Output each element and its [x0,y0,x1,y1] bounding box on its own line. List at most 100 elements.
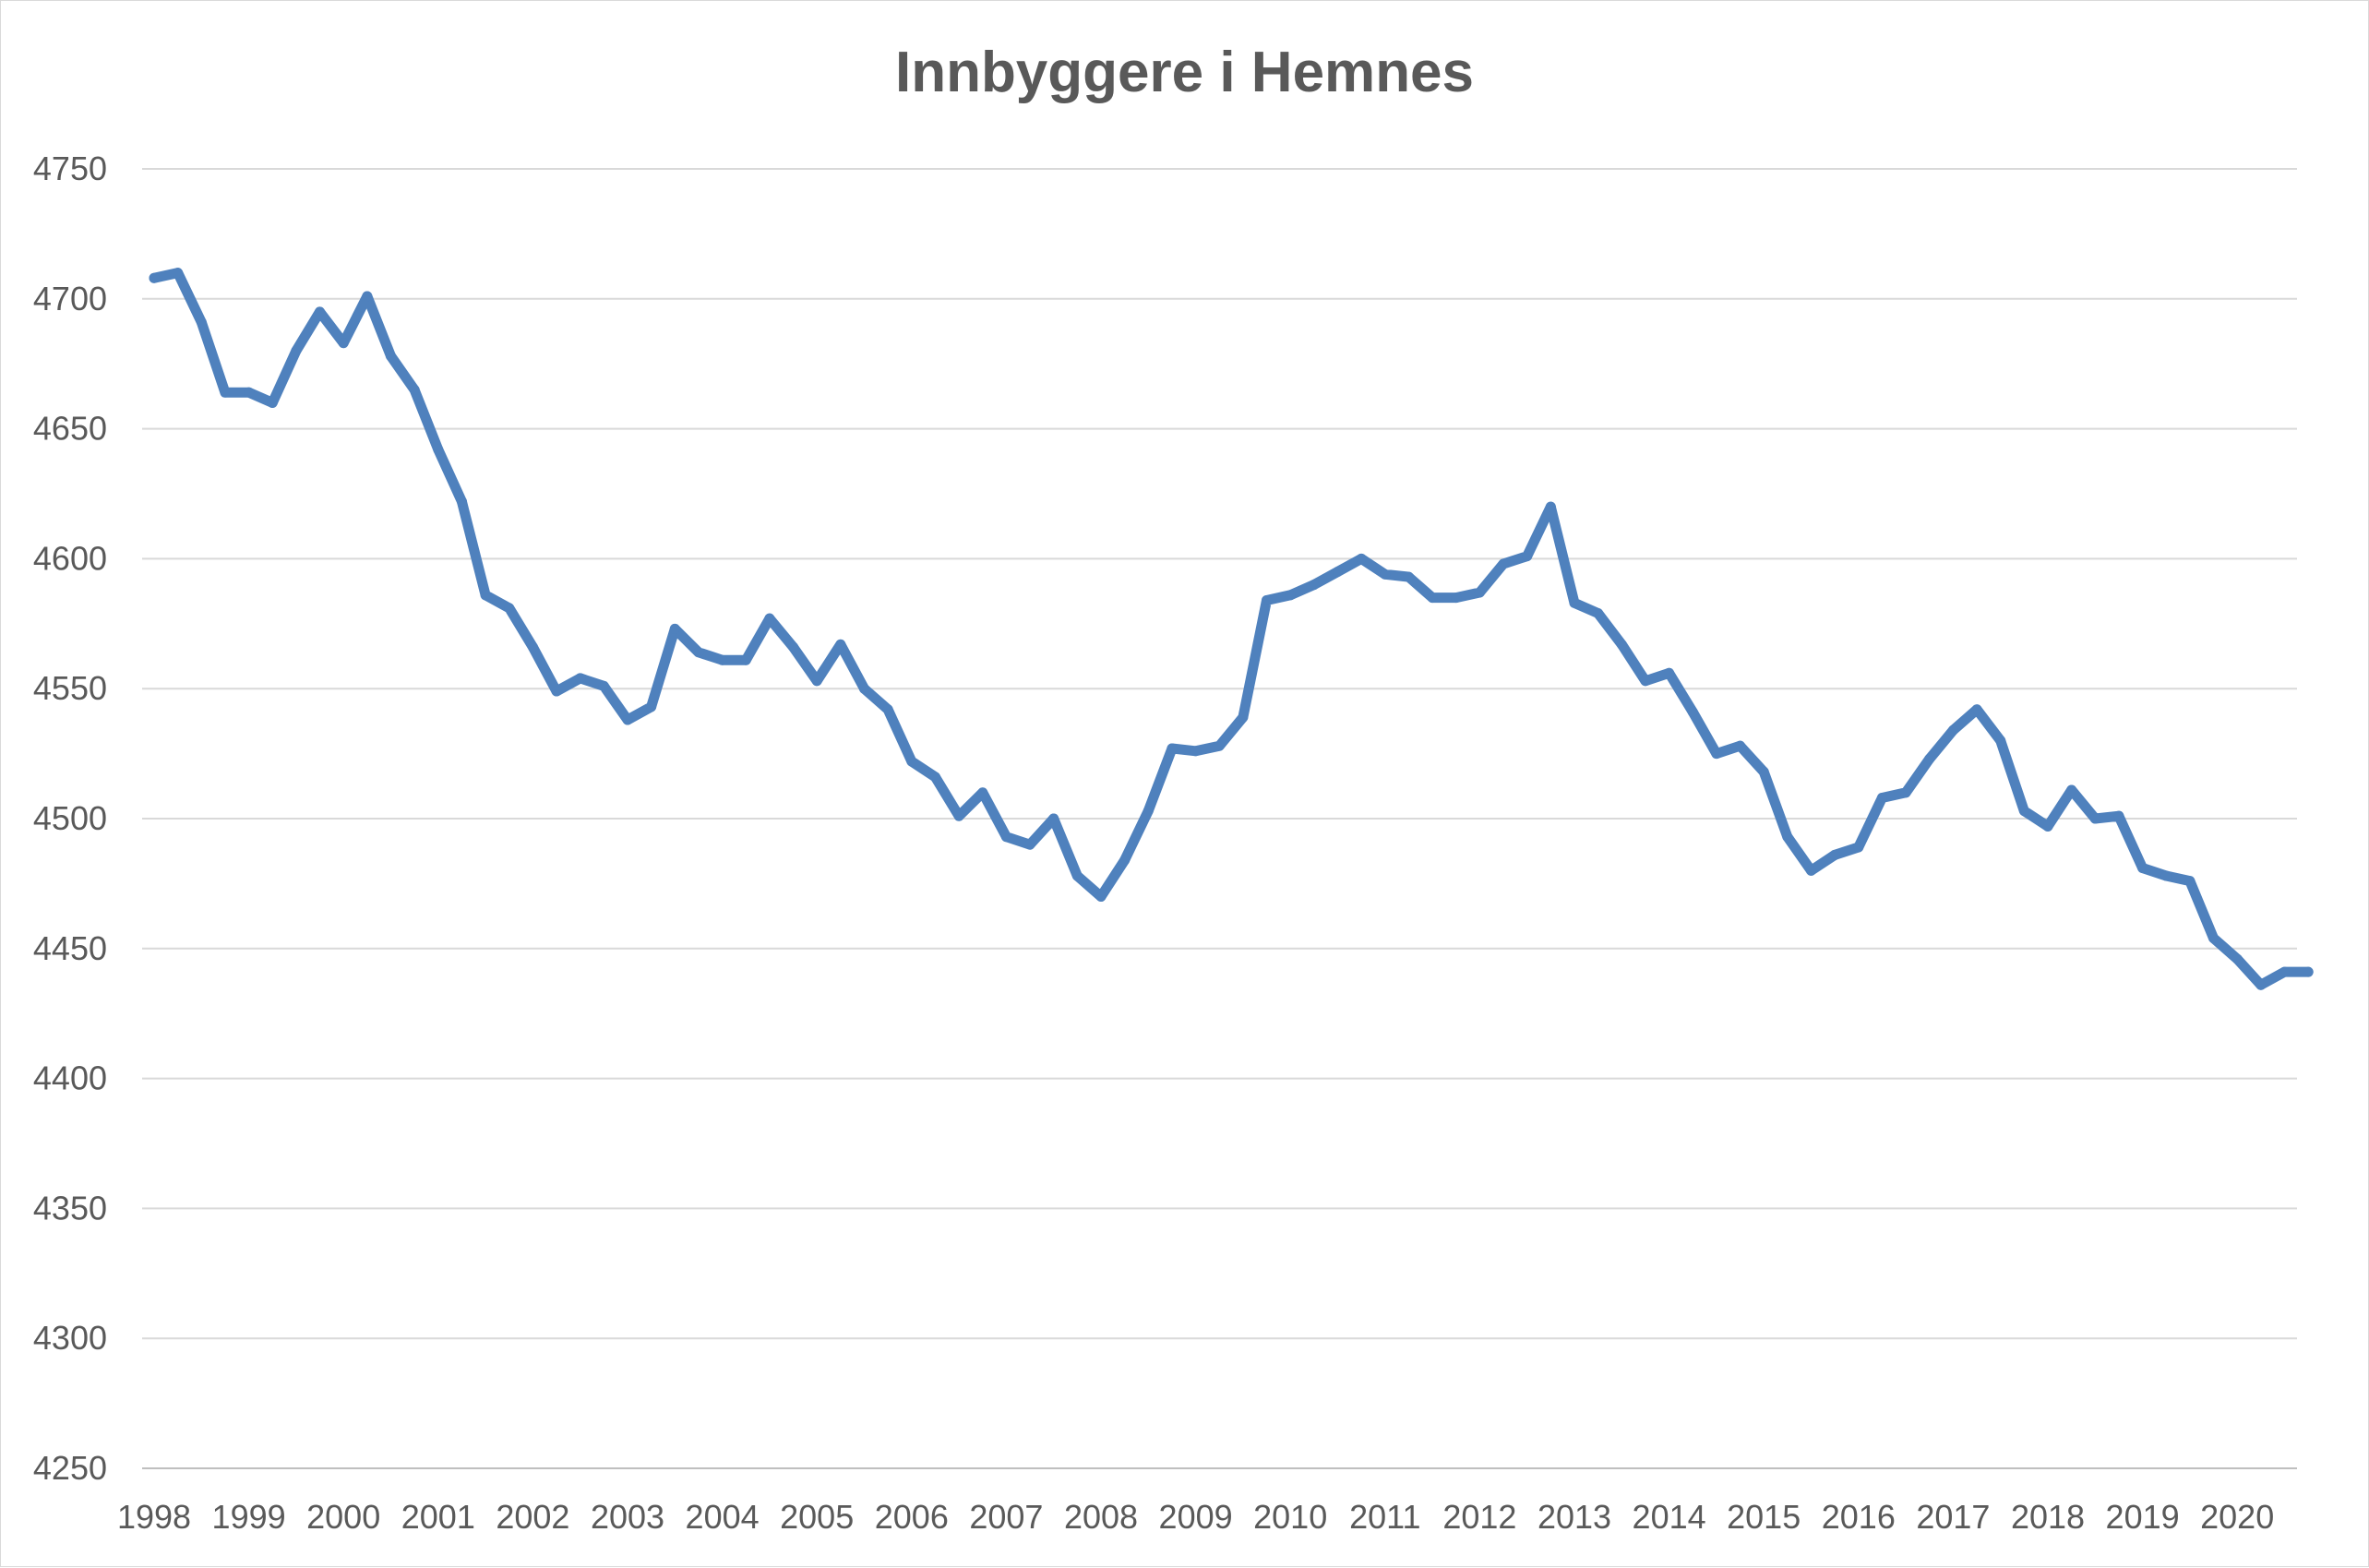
data-point [646,701,657,712]
y-tick-label: 4300 [33,1319,107,1357]
data-point [409,384,420,395]
x-tick-label: 2017 [1916,1498,1990,1536]
data-point [527,641,538,652]
x-tick-label: 2013 [1537,1498,1611,1536]
data-point [811,676,822,687]
data-point [977,787,988,798]
data-point [1167,743,1178,754]
data-point [386,351,396,362]
data-point [2066,784,2077,796]
data-point [1024,839,1035,850]
data-point [2113,810,2124,821]
data-point [1829,849,1840,860]
series-line [149,268,2314,990]
data-point [315,306,326,317]
y-tick-label: 4700 [33,280,107,317]
data-point [1238,712,1249,723]
x-tick-label: 2018 [2011,1498,2085,1536]
series-lines [149,268,2314,990]
data-point [2231,953,2243,964]
data-point [1876,792,1887,803]
data-point [480,590,491,601]
data-point [1616,639,1627,650]
data-point [1427,592,1438,604]
data-point [1403,571,1414,582]
x-tick-label: 1998 [117,1498,191,1536]
data-point [220,387,231,398]
data-point [196,317,207,328]
data-point [1569,597,1580,608]
data-point [1309,580,1320,591]
data-point [2018,806,2029,817]
data-point [2255,979,2267,990]
data-point [1048,813,1059,824]
data-point [575,673,586,684]
data-point [1664,667,1675,678]
data-point [1640,676,1651,687]
x-tick-label: 2004 [686,1498,760,1536]
data-point [1262,594,1273,605]
data-point [693,647,704,658]
y-tick-label: 4350 [33,1189,107,1227]
data-point [764,613,775,624]
data-point [1924,753,1935,764]
y-tick-label: 4250 [33,1449,107,1487]
x-tick-label: 2005 [780,1498,854,1536]
x-tick-label: 2000 [306,1498,380,1536]
data-point [2184,876,2196,887]
data-point [456,496,467,507]
data-point [717,654,728,665]
data-point [835,639,846,650]
data-point [740,654,751,665]
data-point [622,714,633,725]
data-point [929,772,940,783]
data-point [598,680,609,691]
data-point [551,686,562,697]
data-point [1214,740,1225,751]
data-point [1782,832,1793,843]
data-point [1143,806,1154,817]
data-point [1333,566,1343,577]
data-point [1971,704,1982,715]
data-point [906,756,917,767]
x-tick-label: 2002 [496,1498,569,1536]
data-point [1380,569,1391,580]
y-tick-label: 4750 [33,150,107,187]
data-point [1522,551,1533,562]
x-tick-label: 2010 [1253,1498,1327,1536]
data-point [149,272,160,283]
y-tick-label: 4650 [33,410,107,448]
x-tick-label: 2015 [1727,1498,1801,1536]
data-point [1758,766,1769,777]
data-point [2160,870,2172,881]
data-point [1498,558,1509,569]
data-point [1545,501,1556,512]
data-point [173,268,184,279]
data-point [2042,820,2053,832]
data-point [1095,891,1107,902]
x-tick-label: 2020 [2200,1498,2274,1536]
x-tick-label: 2009 [1159,1498,1233,1536]
x-tick-label: 2011 [1349,1498,1420,1536]
chart-title: Innbyggere i Hemnes [894,41,1475,104]
data-point [1711,748,1722,760]
x-tick-label: 2001 [401,1498,475,1536]
y-tick-label: 4550 [33,669,107,707]
y-axis-tick-labels: 4250 4300 4350 4400 4450 4500 4550 4600 4650 4700… [33,150,107,1487]
data-point [2279,966,2290,977]
data-point [433,444,444,455]
y-tick-label: 4450 [33,929,107,967]
data-point [362,291,373,302]
x-tick-label: 2016 [1822,1498,1896,1536]
x-tick-label: 2006 [875,1498,949,1536]
data-point [1474,587,1485,598]
data-point [788,641,799,652]
data-point [1593,608,1604,619]
data-point [1000,832,1011,843]
data-point [859,683,869,694]
data-point [669,623,680,634]
data-point [504,603,515,614]
data-point [1356,553,1367,564]
